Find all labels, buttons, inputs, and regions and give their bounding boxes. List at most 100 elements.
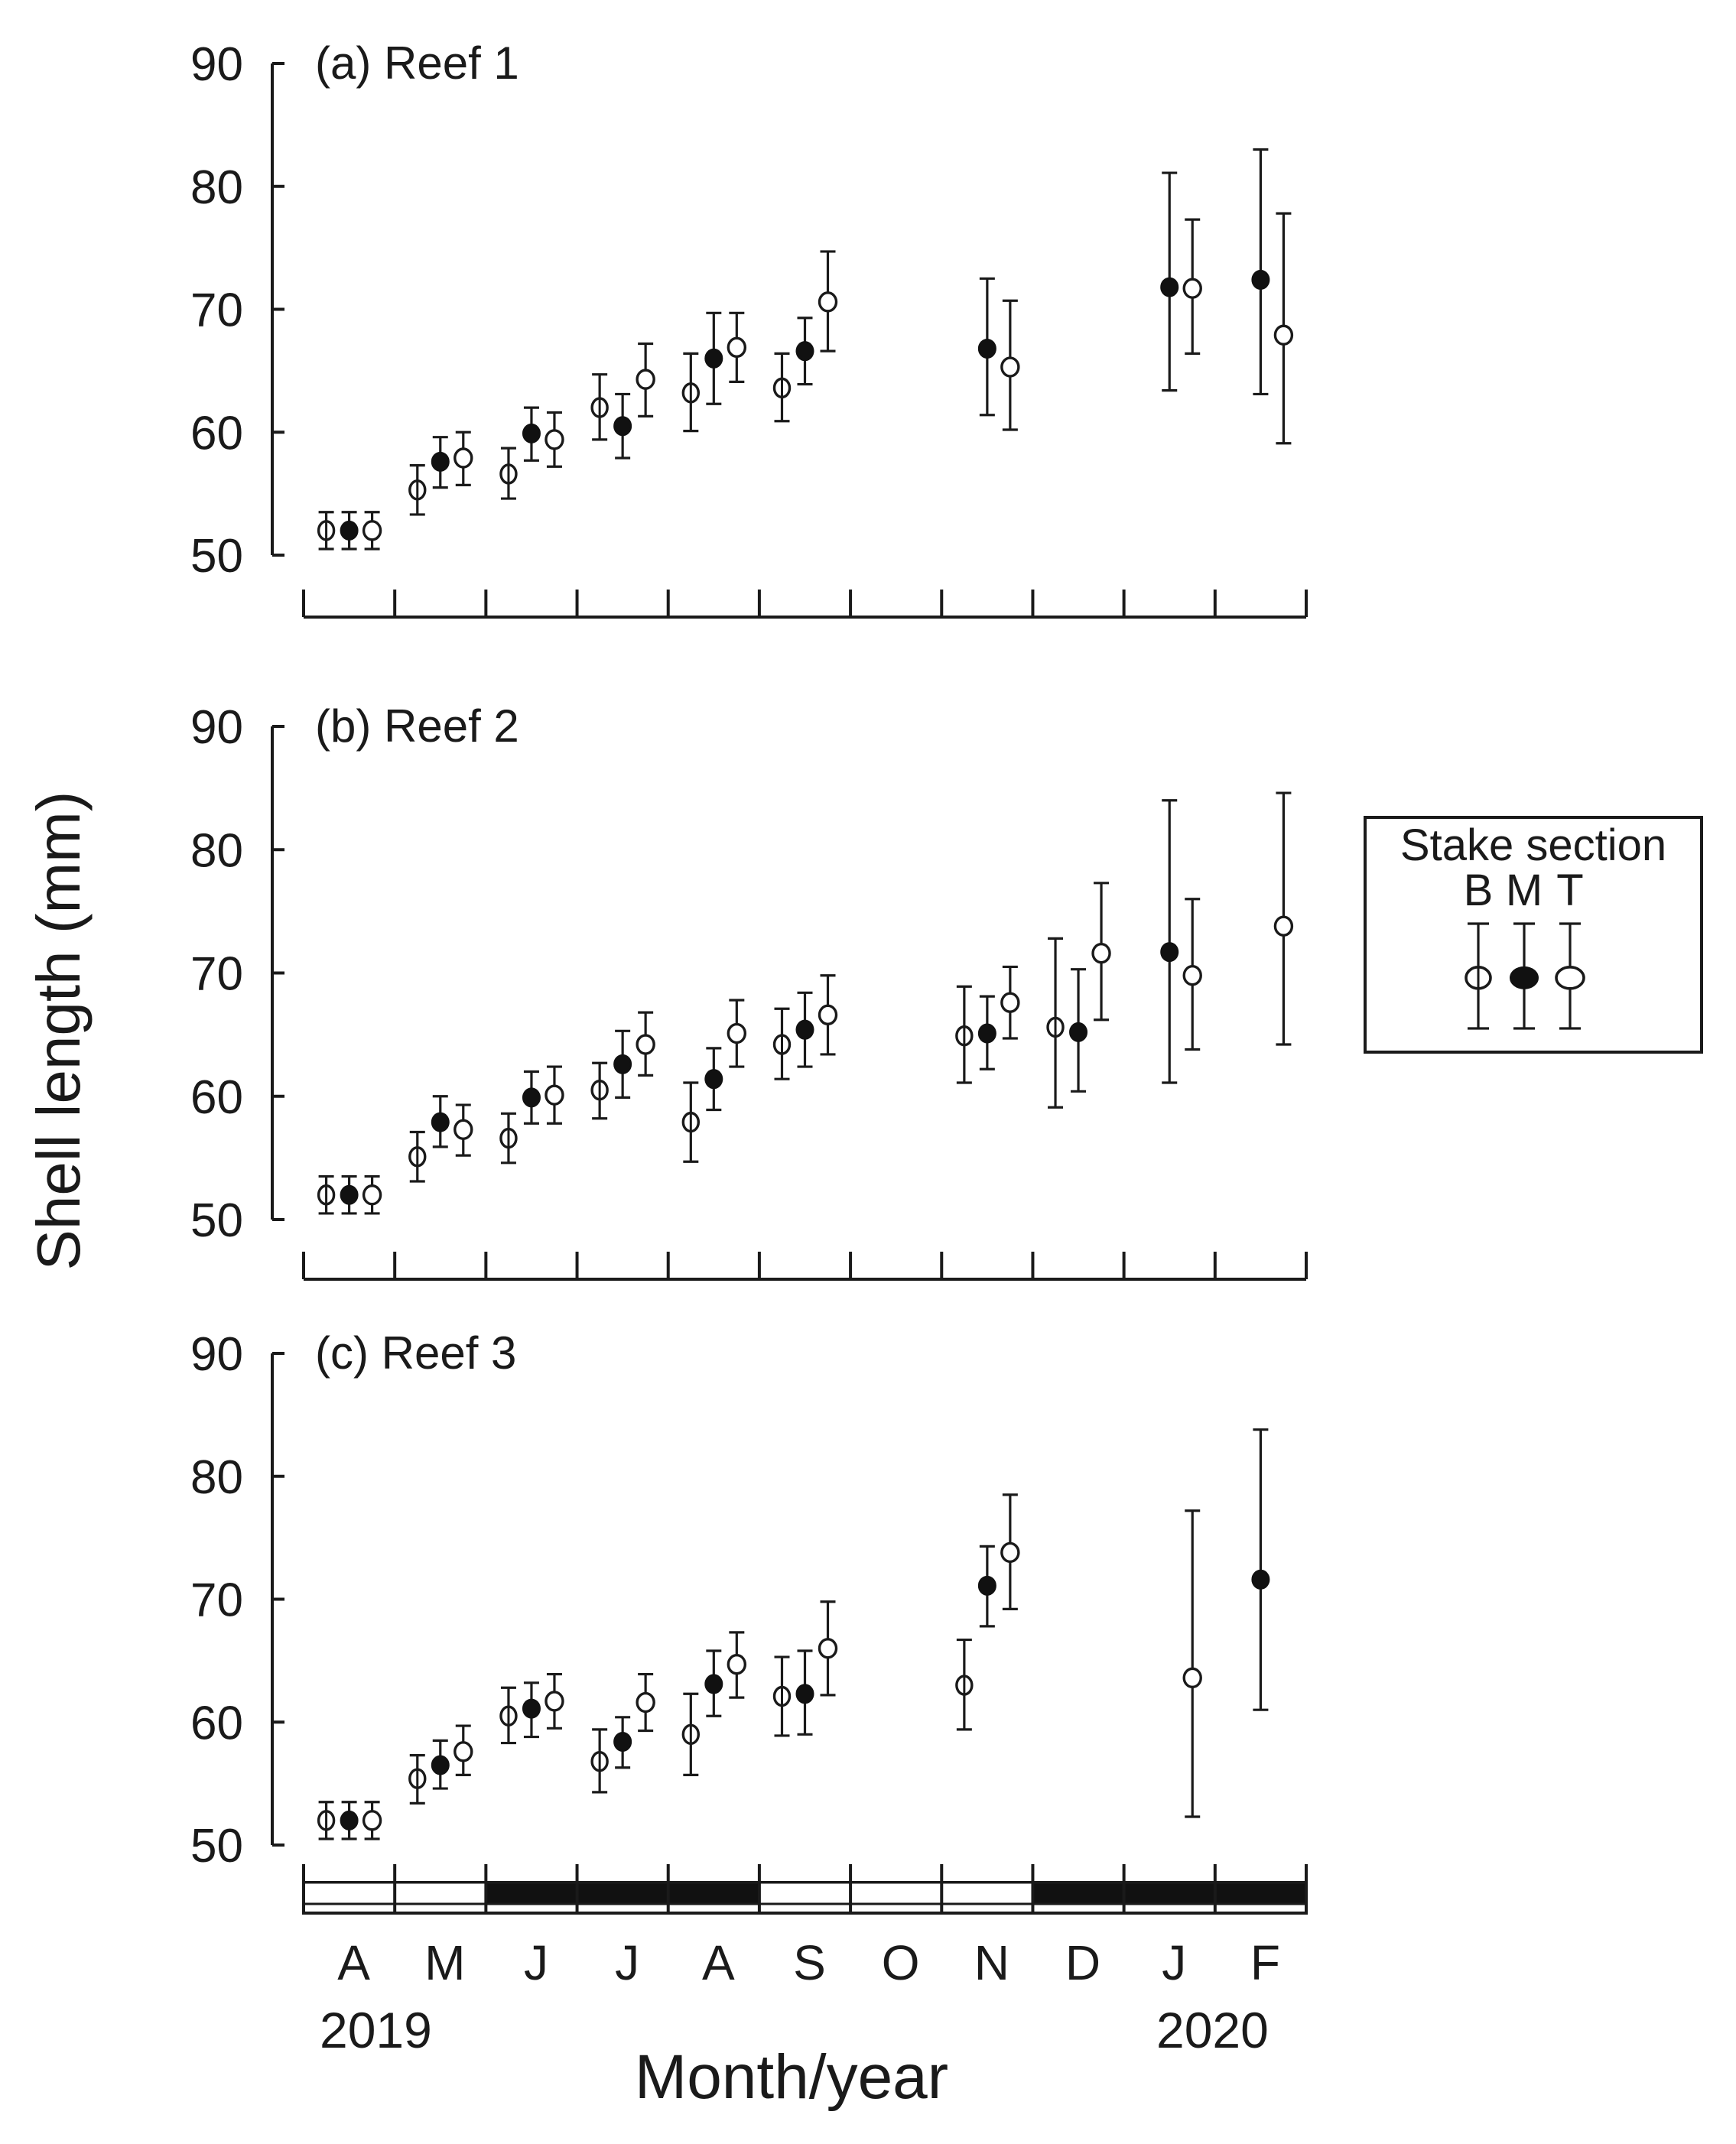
- legend-label-t: T: [1556, 866, 1583, 915]
- series-T: [362, 1493, 1202, 1840]
- data-point-M: [1160, 942, 1179, 963]
- data-point-M: [704, 1674, 723, 1694]
- data-point-T: [636, 1034, 655, 1055]
- data-point-M: [977, 338, 996, 359]
- series-M: [340, 799, 1179, 1215]
- legend-label-b: B: [1464, 866, 1494, 915]
- data-point-T: [636, 369, 655, 390]
- data-point-M: [795, 1019, 814, 1040]
- month-label: J: [524, 1935, 548, 1990]
- y-tick-label: 50: [190, 1194, 243, 1247]
- series-B: [317, 937, 1065, 1215]
- y-tick-label: 70: [190, 284, 243, 337]
- month-label: J: [615, 1935, 639, 1990]
- data-point-M: [340, 520, 359, 541]
- data-point-M: [613, 1731, 632, 1752]
- season-bar-segment: [484, 1881, 579, 1905]
- data-point-M: [431, 1755, 450, 1775]
- series-T: [362, 212, 1294, 551]
- data-point-M: [1251, 269, 1270, 290]
- panel-title: (a) Reef 1: [315, 37, 519, 89]
- year-end-label: 2020: [1156, 2002, 1269, 2058]
- series-B: [317, 352, 792, 551]
- y-axis-label: Shell length (mm): [24, 791, 93, 1271]
- x-axis-label: Month/year: [635, 2042, 948, 2112]
- data-point-T: [727, 1653, 747, 1675]
- panel-title: (b) Reef 2: [315, 700, 519, 752]
- month-label: S: [793, 1935, 826, 1990]
- data-point-T: [1182, 1667, 1202, 1689]
- data-point-M: [431, 1112, 450, 1132]
- y-tick-label: 80: [190, 1451, 243, 1504]
- y-tick-label: 70: [190, 948, 243, 1001]
- data-point-T: [454, 1119, 473, 1140]
- data-point-T: [545, 1691, 564, 1712]
- data-point-T: [1000, 992, 1020, 1013]
- data-point-T: [1182, 278, 1202, 299]
- data-point-M: [795, 1684, 814, 1704]
- data-point-T: [454, 1741, 473, 1762]
- legend-marks: [1465, 922, 1585, 1030]
- data-point-T: [1091, 942, 1111, 964]
- month-label: A: [337, 1935, 370, 1990]
- data-point-T: [362, 520, 382, 541]
- data-point-T: [727, 1022, 747, 1044]
- data-point-M: [1069, 1022, 1088, 1042]
- panels-group: (a) Reef 1 50 60 70 80 90 (b) Reef 2 50 60 70 80 90…: [190, 37, 1308, 1893]
- season-bar-segment: [940, 1881, 1034, 1905]
- legend-marker-T: [1555, 966, 1585, 990]
- legend-mark-T: [1555, 922, 1585, 1030]
- month-label: N: [974, 1935, 1009, 1990]
- legend-label-m: M: [1506, 866, 1543, 915]
- data-point-T: [818, 291, 838, 313]
- data-point-T: [1000, 356, 1020, 378]
- data-point-T: [818, 1004, 838, 1026]
- data-point-T: [1182, 965, 1202, 986]
- month-label: M: [424, 1935, 465, 1990]
- data-point-M: [704, 348, 723, 369]
- panel-title: (c) Reef 3: [315, 1327, 516, 1379]
- data-point-M: [977, 1575, 996, 1596]
- month-label: O: [882, 1935, 920, 1990]
- series-M: [340, 1428, 1270, 1840]
- y-tick-label: 70: [190, 1574, 243, 1627]
- month-label: F: [1250, 1935, 1280, 1990]
- y-tick-label: 50: [190, 1820, 243, 1873]
- data-point-M: [613, 416, 632, 437]
- season-bar-segment: [849, 1881, 943, 1905]
- data-point-T: [362, 1184, 382, 1206]
- data-point-T: [1273, 915, 1294, 937]
- data-point-M: [522, 1698, 541, 1719]
- data-point-T: [727, 336, 747, 359]
- y-tick-label: 90: [190, 701, 243, 754]
- panel-3: (c) Reef 3 50 60 70 80 90: [190, 1327, 1308, 1893]
- data-point-T: [636, 1691, 655, 1714]
- data-point-T: [362, 1810, 382, 1831]
- legend-mark-M: [1510, 922, 1539, 1030]
- data-point-M: [1160, 277, 1179, 297]
- season-bar-segment: [1123, 1881, 1217, 1905]
- y-tick-label: 90: [190, 38, 243, 91]
- legend-mark-B: [1465, 922, 1492, 1030]
- data-point-T: [454, 447, 473, 469]
- data-point-T: [1273, 324, 1294, 346]
- legend-frame: [1364, 816, 1703, 1054]
- season-bar-segment: [1031, 1881, 1126, 1905]
- panel-1: (a) Reef 1 50 60 70 80 90: [190, 37, 1308, 619]
- y-tick-label: 60: [190, 407, 243, 460]
- data-point-M: [1251, 1569, 1270, 1590]
- data-point-M: [522, 1087, 541, 1108]
- y-tick-label: 80: [190, 161, 243, 214]
- data-point-T: [545, 1084, 564, 1106]
- month-label: D: [1065, 1935, 1100, 1990]
- series-M: [340, 148, 1270, 551]
- data-point-M: [340, 1810, 359, 1831]
- year-start-label: 2019: [320, 2002, 432, 2058]
- data-point-T: [818, 1638, 838, 1659]
- season-bar-segment: [758, 1881, 852, 1905]
- season-bar-segment: [576, 1881, 670, 1905]
- y-tick-label: 90: [190, 1328, 243, 1381]
- season-bar-segment: [667, 1881, 761, 1905]
